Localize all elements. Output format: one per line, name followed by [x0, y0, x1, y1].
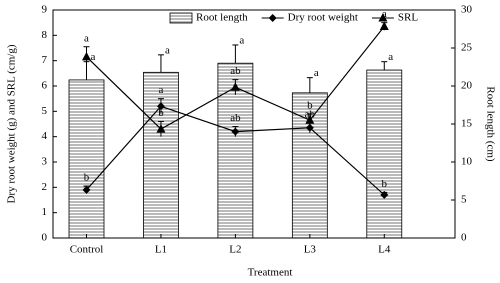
x-tick-label: L2	[229, 244, 241, 256]
marker-diamond	[380, 190, 389, 199]
y2-tick-label: 5	[461, 194, 467, 206]
letter-label: b	[382, 178, 388, 190]
legend-swatch	[169, 12, 193, 24]
y2-tick-label: 0	[461, 232, 467, 244]
letter-label: a	[388, 51, 393, 63]
bar	[143, 71, 179, 239]
y2-tick-label: 10	[461, 156, 473, 168]
legend-marker	[378, 13, 388, 22]
marker-diamond	[156, 102, 165, 111]
y-tick-label: 0	[42, 232, 48, 244]
x-axis-label: Treatment	[248, 267, 293, 279]
y-tick-label: 7	[42, 54, 48, 66]
marker-triangle	[305, 115, 315, 124]
y-tick-label: 4	[42, 130, 48, 142]
y2-tick-label: 20	[461, 80, 473, 92]
legend-marker	[268, 14, 277, 22]
bar	[68, 79, 105, 239]
y-axis-label: Dry root weight (g) and SRL (cm/g)	[6, 44, 18, 203]
y-tick-label: 5	[42, 105, 48, 117]
legend-label: Root length	[196, 12, 248, 24]
letter-label: a	[91, 51, 96, 63]
letter-label: b	[307, 99, 313, 111]
letter-label: a	[239, 34, 244, 46]
legend-label: SRL	[398, 12, 418, 24]
y2-tick-label: 15	[461, 118, 473, 130]
x-tick-label: L4	[378, 244, 391, 256]
letter-label: a	[84, 32, 89, 44]
x-tick-label: Control	[70, 244, 104, 256]
letter-label: a	[382, 8, 387, 20]
letter-label: b	[84, 172, 90, 184]
marker-diamond	[82, 185, 91, 194]
letter-label: ab	[230, 65, 241, 77]
bar	[366, 69, 403, 239]
marker-diamond	[305, 123, 314, 132]
y2-tick-label: 25	[461, 42, 473, 54]
y-tick-label: 2	[42, 181, 48, 193]
x-tick-label: L3	[304, 244, 317, 256]
y-tick-label: 9	[42, 4, 48, 16]
y-tick-label: 1	[42, 206, 48, 218]
y-tick-label: 8	[42, 29, 48, 41]
y-tick-label: 3	[42, 156, 48, 168]
y-tick-label: 6	[42, 80, 48, 92]
letter-label: a	[314, 67, 319, 79]
marker-triangle	[379, 21, 389, 30]
x-tick-label: L1	[155, 244, 167, 256]
marker-diamond	[231, 127, 240, 136]
marker-triangle	[82, 51, 91, 61]
y2-axis-label: Root length (cm)	[484, 86, 496, 161]
y2-tick-label: 30	[461, 4, 473, 16]
letter-label: a	[165, 44, 170, 56]
letter-label: a	[158, 84, 163, 96]
legend-label: Dry root weight	[288, 12, 358, 24]
marker-triangle	[156, 124, 166, 133]
letter-label: ab	[230, 112, 241, 124]
letter-label: b	[158, 107, 164, 119]
marker-triangle	[230, 82, 240, 91]
plot-frame	[52, 9, 456, 239]
